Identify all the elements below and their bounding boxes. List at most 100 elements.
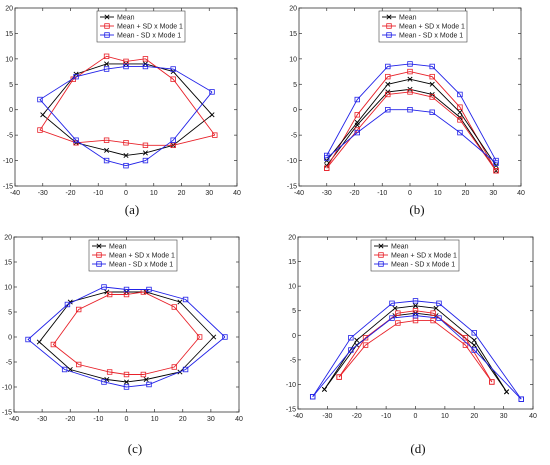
legend-marker [386,14,392,20]
data-point [123,379,130,385]
series-line-2 [27,286,226,388]
x-tick-label: 20 [470,413,478,420]
legend-marker [104,14,110,20]
data-point [106,369,113,375]
legend-marker [104,32,110,38]
data-point [123,371,130,378]
data-point [104,61,110,67]
y-tick-label: -5 [7,133,13,140]
data-point [354,112,360,118]
data-point [142,142,149,149]
x-tick-label: 30 [500,413,508,420]
legend-marker [386,32,392,38]
data-point [354,96,360,103]
y-tick-label: -5 [6,360,12,367]
legend-box [378,10,468,43]
y-tick-label: 0 [8,335,12,342]
data-point [75,361,82,368]
data-point [324,155,330,161]
series-line-2 [326,63,497,161]
x-tick-label: 10 [441,413,449,420]
data-point [489,379,495,385]
data-point [429,63,435,70]
legend-marker [378,243,384,249]
data-point [348,335,354,341]
x-tick-label: -30 [322,413,332,420]
x-tick-label: -20 [349,190,359,197]
y-tick-label: -5 [291,133,297,140]
data-point [412,298,419,304]
panel-caption: (d) [410,441,425,456]
data-point [457,91,463,98]
data-point [462,335,469,341]
y-tick-label: -10 [287,158,297,165]
legend-marker [96,243,102,249]
data-point [430,317,436,324]
chart-panel-3: -40 -30 -20 -10 0 10 20 30 40 -15 -10 -5 0 5 10 15 20 Mea… [286,235,537,457]
data-point [143,289,149,295]
x-tick-label: 10 [151,416,159,423]
series-line-1 [338,320,493,383]
data-point [336,374,342,380]
y-tick-label: 0 [292,333,296,340]
data-point [321,386,327,392]
legend-marker [96,261,102,267]
data-point [392,305,398,311]
x-tick-label: 20 [179,416,187,423]
series-line-1 [52,291,200,375]
data-point [436,315,442,321]
y-tick-label: 10 [4,285,12,292]
x-tick-label: 30 [205,190,213,197]
data-point [457,117,463,123]
data-point [457,104,463,110]
y-tick-label: -15 [287,184,297,191]
data-point [385,73,391,80]
data-point [123,58,129,65]
legend-entry: Mean - SD x Mode 1 [109,262,173,269]
data-point [389,300,395,307]
data-point [457,129,463,136]
x-tick-label: -10 [381,413,391,420]
x-tick-label: -20 [352,413,362,420]
x-tick-label: -10 [93,190,103,197]
data-point [101,284,107,290]
data-point [385,107,391,113]
y-tick-label: -15 [3,184,13,191]
x-tick-label: -40 [9,416,19,423]
x-tick-label: 30 [489,190,497,197]
data-point [362,335,369,341]
data-point [171,304,178,310]
data-point [142,150,148,156]
series-line-2 [312,300,522,400]
data-point [324,165,330,171]
data-point [25,336,31,343]
chart-panel-1: -40 -30 -20 -10 0 10 20 30 40 -15 -10 -5 0 5 10 15 20 Mea… [287,6,525,218]
data-point [73,137,79,143]
data-point [40,112,46,118]
x-tick-label: 30 [207,416,215,423]
data-point [222,334,228,340]
data-point [407,61,413,67]
data-point [104,376,110,383]
data-point [170,66,176,72]
legend-entry: Mean + SD x Mode 1 [117,24,183,31]
legend-entry: Mean - SD x Mode 1 [391,262,455,269]
data-point [75,306,82,313]
data-point [140,371,147,378]
data-point [412,303,419,309]
y-tick-label: 15 [288,259,296,266]
legend-entry: Mean [399,15,417,22]
data-point [171,364,178,370]
series-line-1 [326,71,497,171]
data-point [61,366,68,373]
x-tick-label: -40 [293,413,303,420]
x-tick-label: 40 [529,413,537,420]
data-point [196,334,203,340]
legend-entry: Mean + SD x Mode 1 [399,24,465,31]
x-tick-label: 0 [125,416,129,423]
data-point [146,381,152,388]
data-point [123,286,130,293]
y-tick-label: 10 [288,284,296,291]
x-tick-label: 0 [408,190,412,197]
data-point [209,112,215,118]
